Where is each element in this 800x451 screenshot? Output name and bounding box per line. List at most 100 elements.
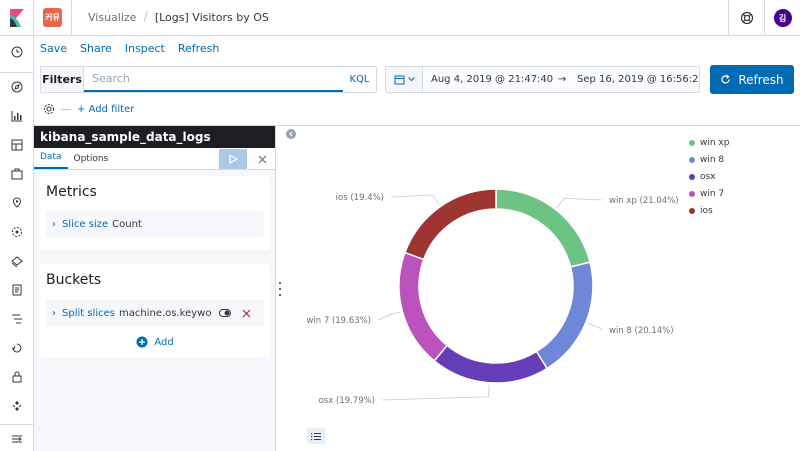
- nav-maps[interactable]: [0, 190, 34, 216]
- nav-separator: [0, 72, 34, 73]
- space-avatar[interactable]: 커뮤: [43, 8, 62, 27]
- breadcrumb-visualize[interactable]: Visualize: [88, 11, 137, 24]
- dev-tools-icon: [12, 401, 22, 411]
- legend-swatch: [689, 190, 695, 197]
- nav-discover[interactable]: [0, 74, 34, 100]
- collapse-sidebar-button[interactable]: [286, 129, 296, 139]
- apply-changes-button[interactable]: [219, 149, 247, 169]
- toggle-icon[interactable]: [218, 309, 231, 317]
- bucket-agg-value: machine.os.keywo...: [118, 307, 211, 319]
- nav-visualize[interactable]: [0, 103, 34, 129]
- legend-swatch: [689, 173, 695, 180]
- metric-agg-type: Slice size: [62, 218, 109, 230]
- legend-item-osx[interactable]: osx: [689, 168, 729, 185]
- slice-win-7[interactable]: [398, 251, 449, 362]
- nav-ml[interactable]: [0, 219, 34, 245]
- nav-dev-tools[interactable]: [0, 393, 34, 419]
- nav-siem[interactable]: [0, 364, 34, 390]
- discard-changes-button[interactable]: [252, 149, 272, 169]
- metrics-panel: Metrics › Slice size Count: [40, 176, 270, 250]
- kibana-logo[interactable]: [0, 0, 34, 36]
- chevron-right-icon[interactable]: ›: [52, 307, 56, 319]
- slice-osx[interactable]: [433, 344, 549, 384]
- metric-agg-row[interactable]: › Slice size Count: [46, 211, 264, 237]
- help-icon: [740, 11, 753, 25]
- leader-line-win-8: [587, 322, 603, 331]
- refresh-button[interactable]: Refresh: [710, 65, 794, 94]
- inspect-link[interactable]: Inspect: [124, 42, 165, 55]
- kql-toggle[interactable]: KQL: [343, 67, 376, 92]
- legend-swatch: [689, 207, 695, 214]
- query-bar: Filters KQL: [40, 66, 377, 93]
- legend-label: ios: [700, 205, 713, 216]
- leader-line-ios: [390, 194, 440, 206]
- legend-toggle-button[interactable]: [307, 428, 325, 444]
- legend-item-win-xp[interactable]: win xp: [689, 134, 729, 151]
- logs-icon: [12, 284, 22, 296]
- nav-dashboard[interactable]: [0, 132, 34, 158]
- share-link[interactable]: Share: [80, 42, 112, 55]
- nav-logs[interactable]: [0, 277, 34, 303]
- dashboard-icon: [11, 139, 23, 151]
- recently-viewed-button[interactable]: [0, 39, 34, 65]
- legend-label: win xp: [700, 137, 730, 148]
- resize-handle[interactable]: [277, 282, 283, 296]
- date-picker: Aug 4, 2019 @ 21:47:40. → Sep 16, 2019 @…: [385, 66, 700, 93]
- leader-line-win-7: [377, 311, 401, 321]
- slice-label-ios: ios (19.4%): [336, 193, 384, 203]
- content-divider: [34, 125, 800, 126]
- siem-icon: [12, 371, 22, 383]
- help-button[interactable]: [728, 0, 764, 36]
- legend-label: win 8: [700, 154, 725, 165]
- close-icon: [258, 155, 266, 163]
- maps-icon: [12, 197, 22, 208]
- header-divider: [71, 0, 72, 36]
- nav-infrastructure[interactable]: [0, 248, 34, 274]
- legend-swatch: [689, 139, 695, 146]
- nav-canvas[interactable]: [0, 161, 34, 187]
- tab-data[interactable]: Data: [34, 152, 68, 169]
- vis-editor-sidebar: kibana_sample_data_logs Data Options Met…: [34, 126, 276, 451]
- list-icon: [311, 432, 321, 440]
- canvas-icon: [11, 168, 23, 180]
- filter-divider: [61, 108, 71, 110]
- legend-item-ios[interactable]: ios: [689, 202, 729, 219]
- start-date[interactable]: Aug 4, 2019 @ 21:47:40.: [431, 74, 553, 85]
- nav-uptime[interactable]: [0, 335, 34, 361]
- legend-item-win-8[interactable]: win 8: [689, 151, 729, 168]
- add-filter-button[interactable]: + Add filter: [77, 103, 135, 115]
- slice-ios[interactable]: [403, 188, 497, 261]
- gear-icon[interactable]: [43, 103, 55, 115]
- refresh-button-label: Refresh: [738, 72, 784, 87]
- chevron-right-icon[interactable]: ›: [52, 218, 56, 230]
- add-agg-button[interactable]: Add: [40, 336, 270, 348]
- filter-row: + Add filter: [40, 100, 134, 118]
- metric-agg-value: Count: [112, 218, 142, 230]
- kibana-logo-icon: [9, 8, 24, 27]
- tab-options[interactable]: Options: [73, 154, 109, 164]
- end-date[interactable]: Sep 16, 2019 @ 16:56:23.: [577, 74, 699, 85]
- refresh-link[interactable]: Refresh: [177, 42, 220, 55]
- slice-win-8[interactable]: [535, 261, 594, 370]
- top-nav-menu: Save Share Inspect Refresh: [40, 42, 219, 55]
- nav-dock[interactable]: [0, 426, 34, 451]
- pie-chart: win xp (21.04%) win 8 (20.14%) osx (19.79%…: [306, 188, 679, 406]
- slice-label-win-8: win 8 (20.14%): [609, 326, 674, 336]
- remove-icon[interactable]: [242, 309, 251, 318]
- slice-win-xp[interactable]: [495, 188, 591, 268]
- add-label: Add: [154, 336, 174, 348]
- index-pattern-title: kibana_sample_data_logs: [34, 126, 275, 148]
- avatar: 김: [773, 9, 792, 27]
- legend-item-win-7[interactable]: win 7: [689, 185, 729, 202]
- user-menu[interactable]: 김: [764, 0, 800, 36]
- search-input[interactable]: [84, 67, 343, 92]
- editor-tabs: Data Options: [34, 148, 275, 170]
- calendar-icon: [394, 75, 404, 85]
- quick-select-button[interactable]: [386, 67, 423, 92]
- dock-icon: [12, 435, 22, 443]
- breadcrumb-current: [Logs] Visitors by OS: [154, 11, 269, 24]
- bucket-agg-row[interactable]: › Split slices machine.os.keywo...: [46, 300, 264, 326]
- nav-apm[interactable]: [0, 306, 34, 332]
- legend-label: osx: [700, 171, 716, 182]
- save-link[interactable]: Save: [40, 42, 68, 55]
